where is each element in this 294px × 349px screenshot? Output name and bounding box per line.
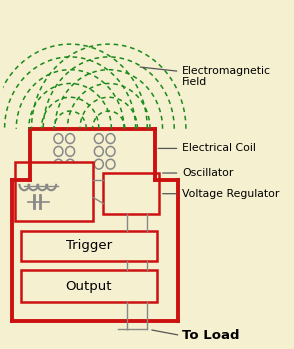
Text: Oscillator: Oscillator xyxy=(163,168,234,178)
Text: Electromagnetic
Field: Electromagnetic Field xyxy=(140,66,271,87)
Text: Voltage Regulator: Voltage Regulator xyxy=(163,189,280,199)
FancyBboxPatch shape xyxy=(15,162,93,221)
FancyBboxPatch shape xyxy=(103,173,159,214)
Text: To Load: To Load xyxy=(182,329,240,342)
FancyBboxPatch shape xyxy=(21,231,157,261)
Text: Electrical Coil: Electrical Coil xyxy=(158,143,256,154)
Text: Trigger: Trigger xyxy=(66,239,112,252)
FancyBboxPatch shape xyxy=(21,270,157,302)
Text: Output: Output xyxy=(66,280,112,293)
